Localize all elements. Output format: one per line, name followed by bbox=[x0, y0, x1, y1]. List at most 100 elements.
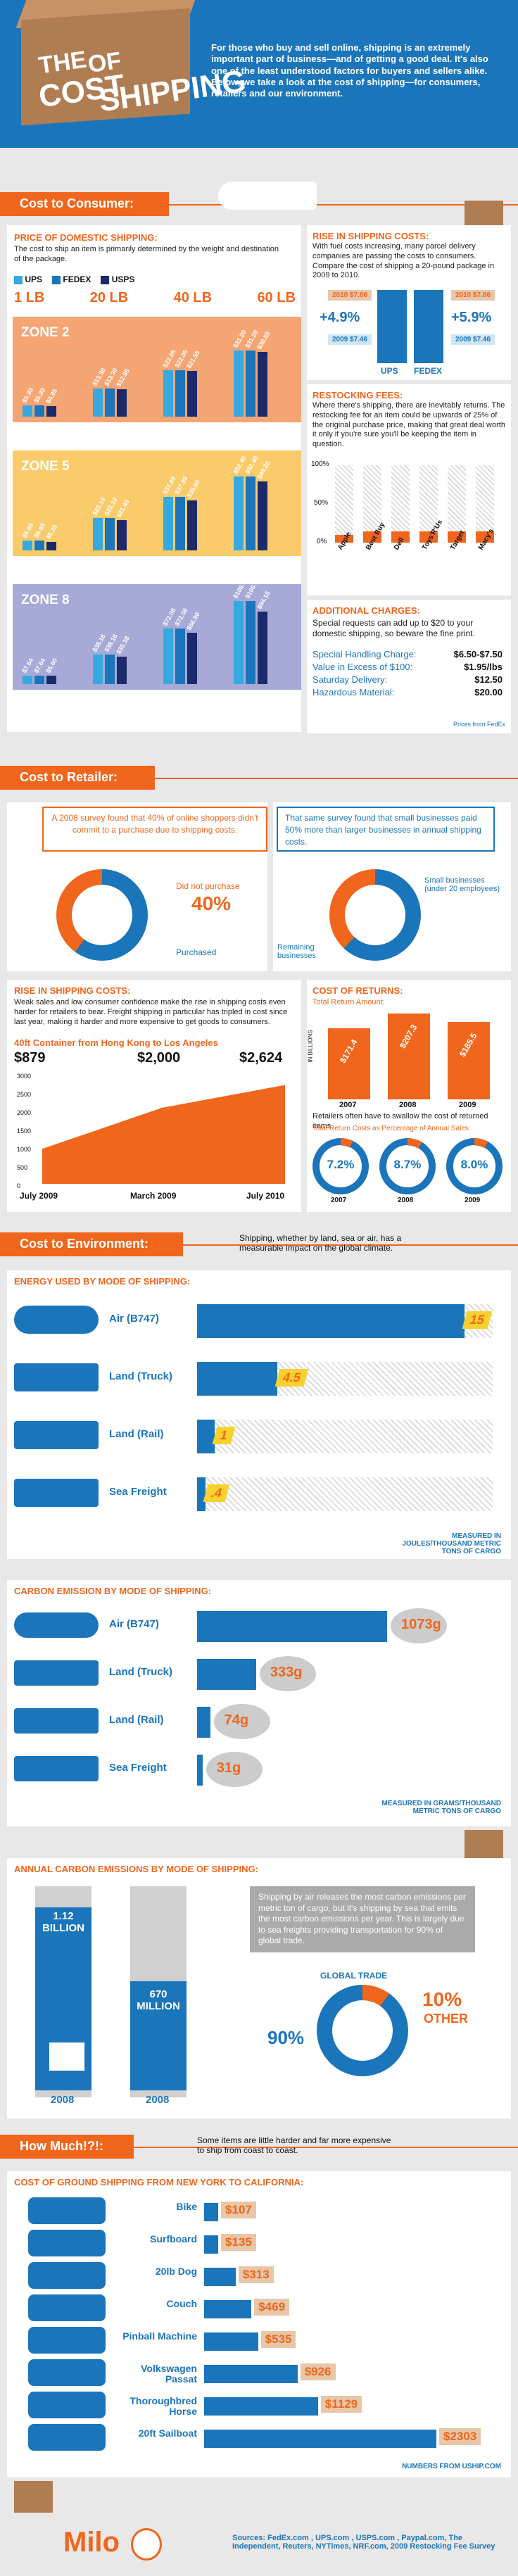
zone-8-chart: ZONE 8 $7.64 $7.64 $5.60 $38.16 $38.16 $35.38 $… bbox=[13, 576, 301, 690]
restock-axis-50: 50% bbox=[314, 499, 329, 507]
zone-bar bbox=[187, 633, 197, 684]
domestic-legend: UPS FEDEX USPS bbox=[14, 274, 134, 284]
panel-additional: ADDITIONAL CHARGES: Special requests can… bbox=[307, 600, 511, 733]
fedex-pct: +5.9% bbox=[451, 310, 492, 325]
cost-bar bbox=[204, 2300, 252, 2318]
survey2-text: That same survey found that small busine… bbox=[277, 807, 495, 852]
zone-bar bbox=[163, 629, 173, 684]
zone-bar bbox=[246, 601, 255, 684]
energy-bar bbox=[197, 1304, 465, 1338]
retail-rise-title: RISE IN SHIPPING COSTS: bbox=[14, 985, 131, 996]
carbon-bar bbox=[197, 1611, 387, 1642]
global-trade-label: GLOBAL TRADE bbox=[320, 1971, 388, 1981]
item-label: Thoroughbred Horse bbox=[130, 2395, 197, 2417]
legend-ups: UPS bbox=[14, 274, 42, 284]
milo-logo[interactable]: Milo bbox=[63, 2527, 120, 2558]
sources: Sources: FedEx.com , UPS.com , USPS.com … bbox=[232, 2534, 495, 2551]
item-label: Bike bbox=[176, 2201, 197, 2212]
cost-bar bbox=[204, 2397, 318, 2416]
truck-icon bbox=[14, 1660, 99, 1686]
zone-bar bbox=[105, 655, 115, 684]
charge-row: Saturday Delivery: $12.50 bbox=[312, 674, 503, 685]
annual-year-air: 2008 bbox=[146, 2094, 170, 2106]
restock-axis-100: 100% bbox=[311, 460, 329, 468]
item-label: Surfboard bbox=[150, 2233, 197, 2244]
zone-bar bbox=[175, 370, 185, 417]
train-icon bbox=[14, 1421, 99, 1449]
zone-label: ZONE 5 bbox=[21, 459, 70, 474]
survey1-text: A 2008 survey found that 40% of online s… bbox=[42, 807, 267, 852]
returns-pct-value: 8.7% bbox=[393, 1158, 422, 1171]
zone-bar bbox=[246, 476, 255, 550]
bike-icon bbox=[28, 2197, 106, 2224]
section-title-howmuch: How Much!?!: bbox=[0, 2135, 134, 2159]
survey2-donut bbox=[329, 869, 421, 961]
mode-label: Land (Rail) bbox=[109, 1428, 164, 1440]
restock-bar bbox=[391, 531, 410, 543]
cost-value: $135 bbox=[221, 2234, 256, 2251]
item-label: Volkswagen Passat bbox=[141, 2363, 197, 2385]
zone-bar bbox=[258, 481, 267, 550]
zone-bar bbox=[93, 655, 103, 684]
zone-bar bbox=[234, 351, 244, 417]
panel-retail-rise: RISE IN SHIPPING COSTS: Weak sales and l… bbox=[7, 980, 301, 1212]
container-value-3: $2,624 bbox=[239, 1050, 283, 1066]
returns-axis: IN BILLIONS bbox=[307, 1030, 314, 1063]
fedex-bar bbox=[414, 290, 443, 363]
container-axis-label: 0 bbox=[17, 1182, 21, 1189]
panel-annual: ANNUAL CARBON EMISSIONS BY MODE OF SHIPP… bbox=[7, 1858, 511, 2119]
other-pct: 10% bbox=[422, 1988, 462, 2010]
energy-bar bbox=[197, 1420, 215, 1453]
zone-bar bbox=[93, 517, 103, 550]
zone-bar bbox=[46, 406, 56, 417]
weight-60lb: 60 LB bbox=[257, 290, 296, 305]
zone-2-chart: ZONE 2 $5.30 $5.30 $4.95 $13.30 $13.30 $12.95 $… bbox=[13, 317, 301, 422]
survey1-pct: 40% bbox=[191, 892, 232, 914]
surfboard-icon bbox=[28, 2230, 106, 2256]
panel-restock: RESTOCKING FEES: Where there's shipping,… bbox=[307, 384, 511, 595]
annual-year-sea: 2008 bbox=[51, 2094, 75, 2106]
environment-intro: Shipping, whether by land, sea or air, h… bbox=[239, 1233, 402, 1253]
couch-icon bbox=[28, 2294, 106, 2321]
zone-bar bbox=[34, 676, 44, 684]
emission-cloud-icon bbox=[259, 1656, 316, 1691]
rise-title: RISE IN SHIPPING COSTS: bbox=[312, 231, 429, 241]
panel-returns: COST OF RETURNS: Total Return Amount: IN… bbox=[307, 980, 511, 1212]
zone-bar bbox=[258, 612, 267, 684]
survey1-label-a: Did not purchase bbox=[176, 881, 240, 891]
section-divider bbox=[0, 2147, 518, 2148]
cost-value: $313 bbox=[238, 2266, 274, 2283]
returns-title: COST OF RETURNS: bbox=[312, 985, 403, 996]
zone-label: ZONE 2 bbox=[21, 325, 70, 340]
airplane-icon bbox=[14, 1612, 99, 1638]
mode-label: Sea Freight bbox=[109, 1486, 167, 1498]
panel-energy: ENERGY USED BY MODE OF SHIPPING: Air (B7… bbox=[7, 1270, 511, 1559]
container-value-1: $879 bbox=[14, 1050, 46, 1066]
returns-pct-value: 8.0% bbox=[460, 1158, 488, 1171]
zone-bar-value: $66.90 bbox=[185, 611, 201, 632]
returns-sub: Total Return Amount: bbox=[312, 998, 385, 1006]
plane-icon bbox=[141, 2066, 183, 2083]
zone-bar bbox=[163, 497, 173, 550]
additional-note: Prices from FedEx bbox=[453, 721, 505, 728]
additional-desc: Special requests can add up to $20 to yo… bbox=[312, 618, 475, 638]
zone-bar bbox=[117, 389, 127, 417]
returns-year: 2007 bbox=[339, 1101, 357, 1109]
zone-bar bbox=[117, 520, 127, 550]
container-title: 40ft Container from Hong Kong to Los Ang… bbox=[14, 1037, 218, 1048]
zone-bar bbox=[187, 371, 197, 417]
returns-year: 2009 bbox=[459, 1101, 476, 1109]
title-of: OF bbox=[86, 46, 123, 79]
container-axis-label: 2500 bbox=[17, 1091, 32, 1098]
container-area-chart bbox=[42, 1085, 285, 1184]
fedex-label: FEDEX bbox=[414, 366, 443, 376]
item-label: 20ft Sailboat bbox=[138, 2427, 197, 2439]
returns-pct-arc bbox=[446, 1138, 503, 1194]
zone-bar bbox=[187, 500, 197, 550]
container-date-2: March 2009 bbox=[130, 1191, 177, 1201]
panel-howmuch: COST OF GROUND SHIPPING FROM NEW YORK TO… bbox=[7, 2171, 511, 2477]
container-area bbox=[42, 1085, 285, 1184]
mode-label: Land (Truck) bbox=[109, 1370, 173, 1382]
returns-pct-value: 7.2% bbox=[327, 1158, 355, 1171]
zone-5-chart: ZONE 5 $6.83 $6.83 $5.35 $23.10 $23.10 $21.40 $… bbox=[13, 450, 301, 556]
